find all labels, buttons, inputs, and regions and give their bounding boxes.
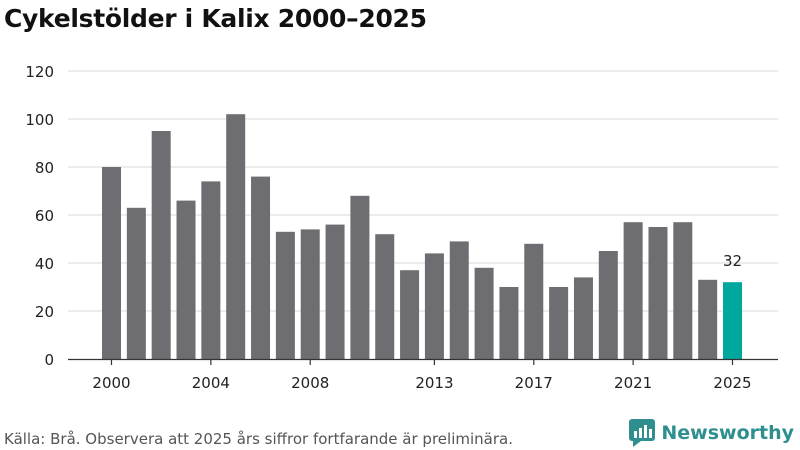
x-tick-label: 2021 (614, 374, 652, 392)
bar-2002 (151, 131, 171, 359)
bar-2017 (524, 243, 544, 359)
y-tick-label: 20 (35, 303, 54, 321)
bar-2010 (350, 195, 370, 359)
bar-2021 (623, 222, 643, 359)
y-tick-label: 40 (35, 255, 54, 273)
bar-2023 (673, 222, 693, 359)
bar-2022 (648, 227, 668, 359)
data-label-2025: 32 (723, 252, 742, 270)
brand-logo: Newsworthy (629, 419, 794, 447)
y-tick-label: 60 (35, 207, 54, 225)
x-tick-label: 2004 (192, 374, 230, 392)
x-tick-label: 2025 (713, 374, 751, 392)
bar-2024 (698, 279, 718, 359)
bar-2019 (573, 277, 593, 359)
x-tick-label: 2013 (415, 374, 453, 392)
bar-2005 (226, 114, 246, 359)
bar-2009 (325, 224, 345, 359)
y-tick-label: 100 (25, 111, 54, 129)
bars (102, 114, 742, 359)
source-note: Källa: Brå. Observera att 2025 års siffr… (4, 430, 513, 448)
bar-2012 (400, 270, 420, 359)
labels: 0 20 40 60 80 100 120 32 2000 2004 2008 2013 2017 202… (25, 63, 751, 392)
newsworthy-logo-icon (629, 419, 656, 447)
bar-2008 (300, 229, 320, 359)
y-tick-label: 0 (44, 351, 54, 369)
x-tick-label: 2000 (92, 374, 130, 392)
bar-2014 (449, 241, 469, 359)
gridlines (68, 70, 778, 312)
bar-2003 (176, 200, 196, 359)
bar-2006 (251, 176, 271, 359)
y-tick-label: 80 (35, 159, 54, 177)
y-tick-label: 120 (25, 63, 54, 81)
bar-2000 (102, 167, 121, 359)
axes (68, 358, 778, 365)
bar-2018 (549, 287, 569, 359)
bar-2011 (375, 234, 395, 359)
bar-2007 (275, 231, 295, 359)
x-tick-label: 2017 (515, 374, 553, 392)
bar-2004 (201, 181, 221, 359)
chart-title: Cykelstölder i Kalix 2000–2025 (4, 4, 427, 33)
x-tick-label: 2008 (291, 374, 329, 392)
bar-2020 (598, 251, 618, 359)
bar-2015 (474, 267, 494, 359)
bar-2025 (723, 282, 742, 359)
bar-2001 (126, 207, 146, 359)
brand-name: Newsworthy (661, 422, 794, 444)
bar-2013 (424, 253, 444, 359)
bar-2016 (499, 287, 519, 359)
